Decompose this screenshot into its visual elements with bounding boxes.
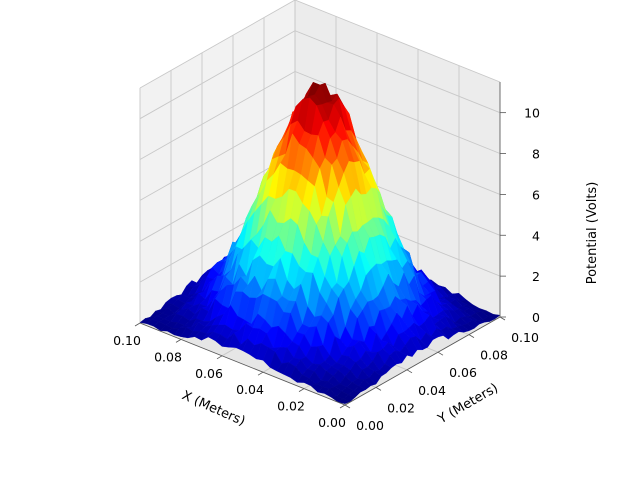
surface-mesh [139, 81, 501, 404]
x-axis-line [139, 322, 346, 406]
surface-cell [337, 398, 351, 404]
y-tick-label: 0.08 [480, 348, 508, 363]
y-tick-mark [344, 404, 351, 409]
y-tick-label: 0.00 [356, 418, 384, 433]
y-tick-label: 0.04 [418, 383, 446, 398]
z-tick-label: 0 [532, 310, 540, 325]
y-tick-mark [468, 334, 475, 338]
z-tick-label: 2 [532, 269, 540, 284]
y-tick-mark [437, 351, 444, 356]
grid-line-z [139, 0, 501, 89]
z-tick-label: 10 [524, 106, 540, 121]
z-tick-label: 8 [532, 147, 540, 162]
x-tick-label: 0.08 [154, 349, 182, 364]
x-tick-mark [339, 404, 346, 409]
x-tick-mark [216, 355, 223, 360]
x-tick-label: 0.06 [195, 366, 223, 381]
x-tick-label: 0.00 [318, 415, 346, 430]
y-tick-label: 0.02 [387, 400, 415, 415]
x-tick-mark [257, 371, 264, 376]
z-tick-label: 6 [532, 187, 540, 202]
z-tick-label: 4 [532, 228, 540, 243]
y-tick-mark [406, 369, 413, 374]
x-tick-label: 0.02 [277, 399, 305, 414]
x-tick-mark [134, 322, 141, 327]
y-tick-label: 0.06 [449, 365, 477, 380]
y-tick-mark [499, 316, 506, 321]
x-tick-label: 0.10 [113, 333, 141, 348]
x-tick-label: 0.04 [236, 382, 264, 397]
x-tick-mark [175, 339, 182, 343]
x-tick-mark [298, 388, 305, 392]
tick-labels: 0.000.020.040.060.080.100.000.020.040.06… [113, 106, 540, 433]
y-tick-mark [375, 387, 382, 391]
y-tick-label: 0.10 [511, 330, 539, 345]
axis-lines [139, 82, 501, 406]
z-axis-label: Potential (Volts) [585, 182, 600, 285]
y-axis-line [344, 316, 501, 406]
